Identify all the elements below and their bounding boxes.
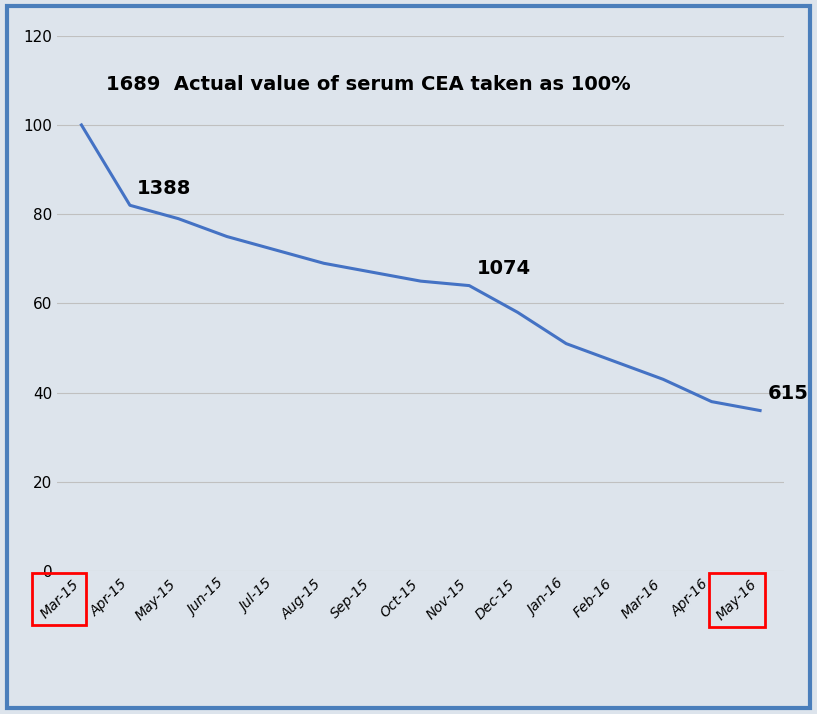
Text: 1388: 1388 (137, 179, 191, 198)
Text: 615: 615 (767, 384, 808, 403)
Text: 1074: 1074 (476, 259, 530, 278)
Text: 1689  Actual value of serum CEA taken as 100%: 1689 Actual value of serum CEA taken as … (105, 75, 630, 94)
